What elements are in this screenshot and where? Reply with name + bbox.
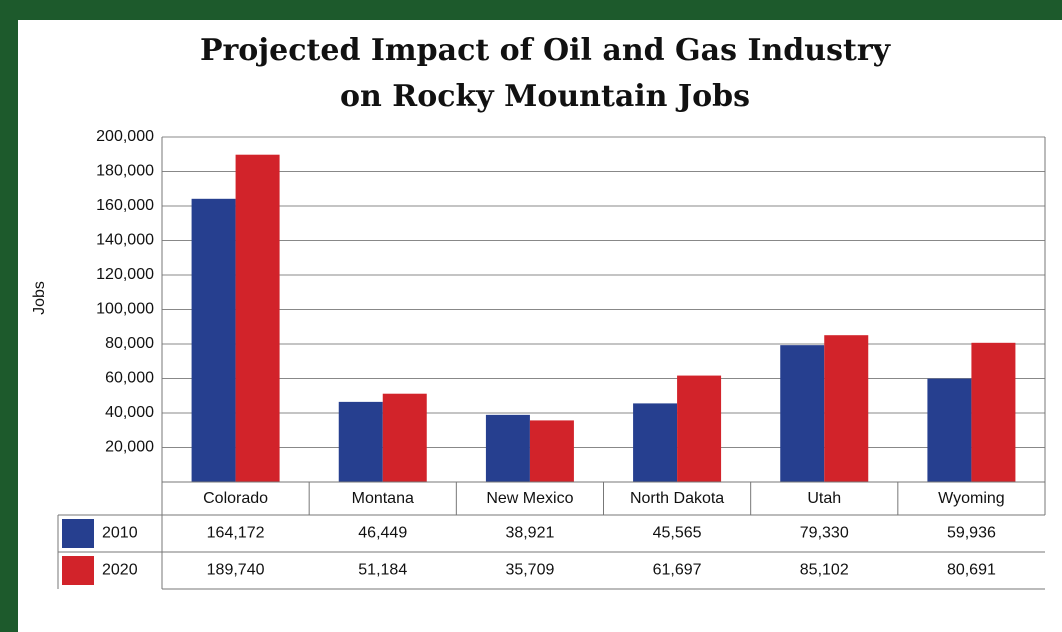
bar [633, 403, 678, 482]
bar [927, 378, 972, 482]
bar [824, 335, 869, 482]
y-tick-label: 80,000 [105, 335, 154, 352]
bar [677, 375, 722, 482]
table-cell: 80,691 [947, 562, 996, 579]
bar [382, 393, 427, 482]
table-cell: 59,936 [947, 525, 996, 542]
table-cell: 51,184 [358, 562, 407, 579]
table-cell: 164,172 [207, 525, 265, 542]
bar [235, 154, 280, 483]
x-tick-label: Montana [352, 490, 414, 507]
table-cell: 189,740 [207, 562, 265, 579]
chart-title: on Rocky Mountain Jobs [340, 79, 750, 114]
x-tick-label: New Mexico [486, 490, 573, 507]
bar [191, 198, 236, 483]
y-tick-label: 40,000 [105, 404, 154, 421]
x-tick-label: Wyoming [938, 490, 1005, 507]
bar [780, 345, 825, 482]
table-cell: 61,697 [653, 562, 702, 579]
legend-label: 2020 [102, 562, 138, 579]
legend-swatch [62, 556, 94, 585]
bar [971, 342, 1016, 482]
table-cell: 85,102 [800, 562, 849, 579]
y-tick-label: 200,000 [96, 128, 154, 145]
y-tick-label: 180,000 [96, 163, 154, 180]
table-cell: 45,565 [653, 525, 702, 542]
bar [485, 414, 530, 482]
x-tick-label: Utah [807, 490, 841, 507]
y-tick-label: 100,000 [96, 301, 154, 318]
y-tick-label: 20,000 [105, 439, 154, 456]
legend-swatch [62, 519, 94, 548]
table-cell: 79,330 [800, 525, 849, 542]
bar [529, 420, 574, 482]
y-tick-label: 160,000 [96, 197, 154, 214]
table-cell: 38,921 [505, 525, 554, 542]
y-axis-label: Jobs [31, 281, 48, 315]
table-cell: 46,449 [358, 525, 407, 542]
x-tick-label: North Dakota [630, 490, 724, 507]
y-tick-label: 60,000 [105, 370, 154, 387]
table-cell: 35,709 [505, 562, 554, 579]
y-tick-label: 140,000 [96, 232, 154, 249]
x-tick-label: Colorado [203, 490, 268, 507]
bar [338, 401, 383, 482]
y-tick-label: 120,000 [96, 266, 154, 283]
legend-label: 2010 [102, 525, 138, 542]
chart-title: Projected Impact of Oil and Gas Industry [200, 33, 892, 68]
